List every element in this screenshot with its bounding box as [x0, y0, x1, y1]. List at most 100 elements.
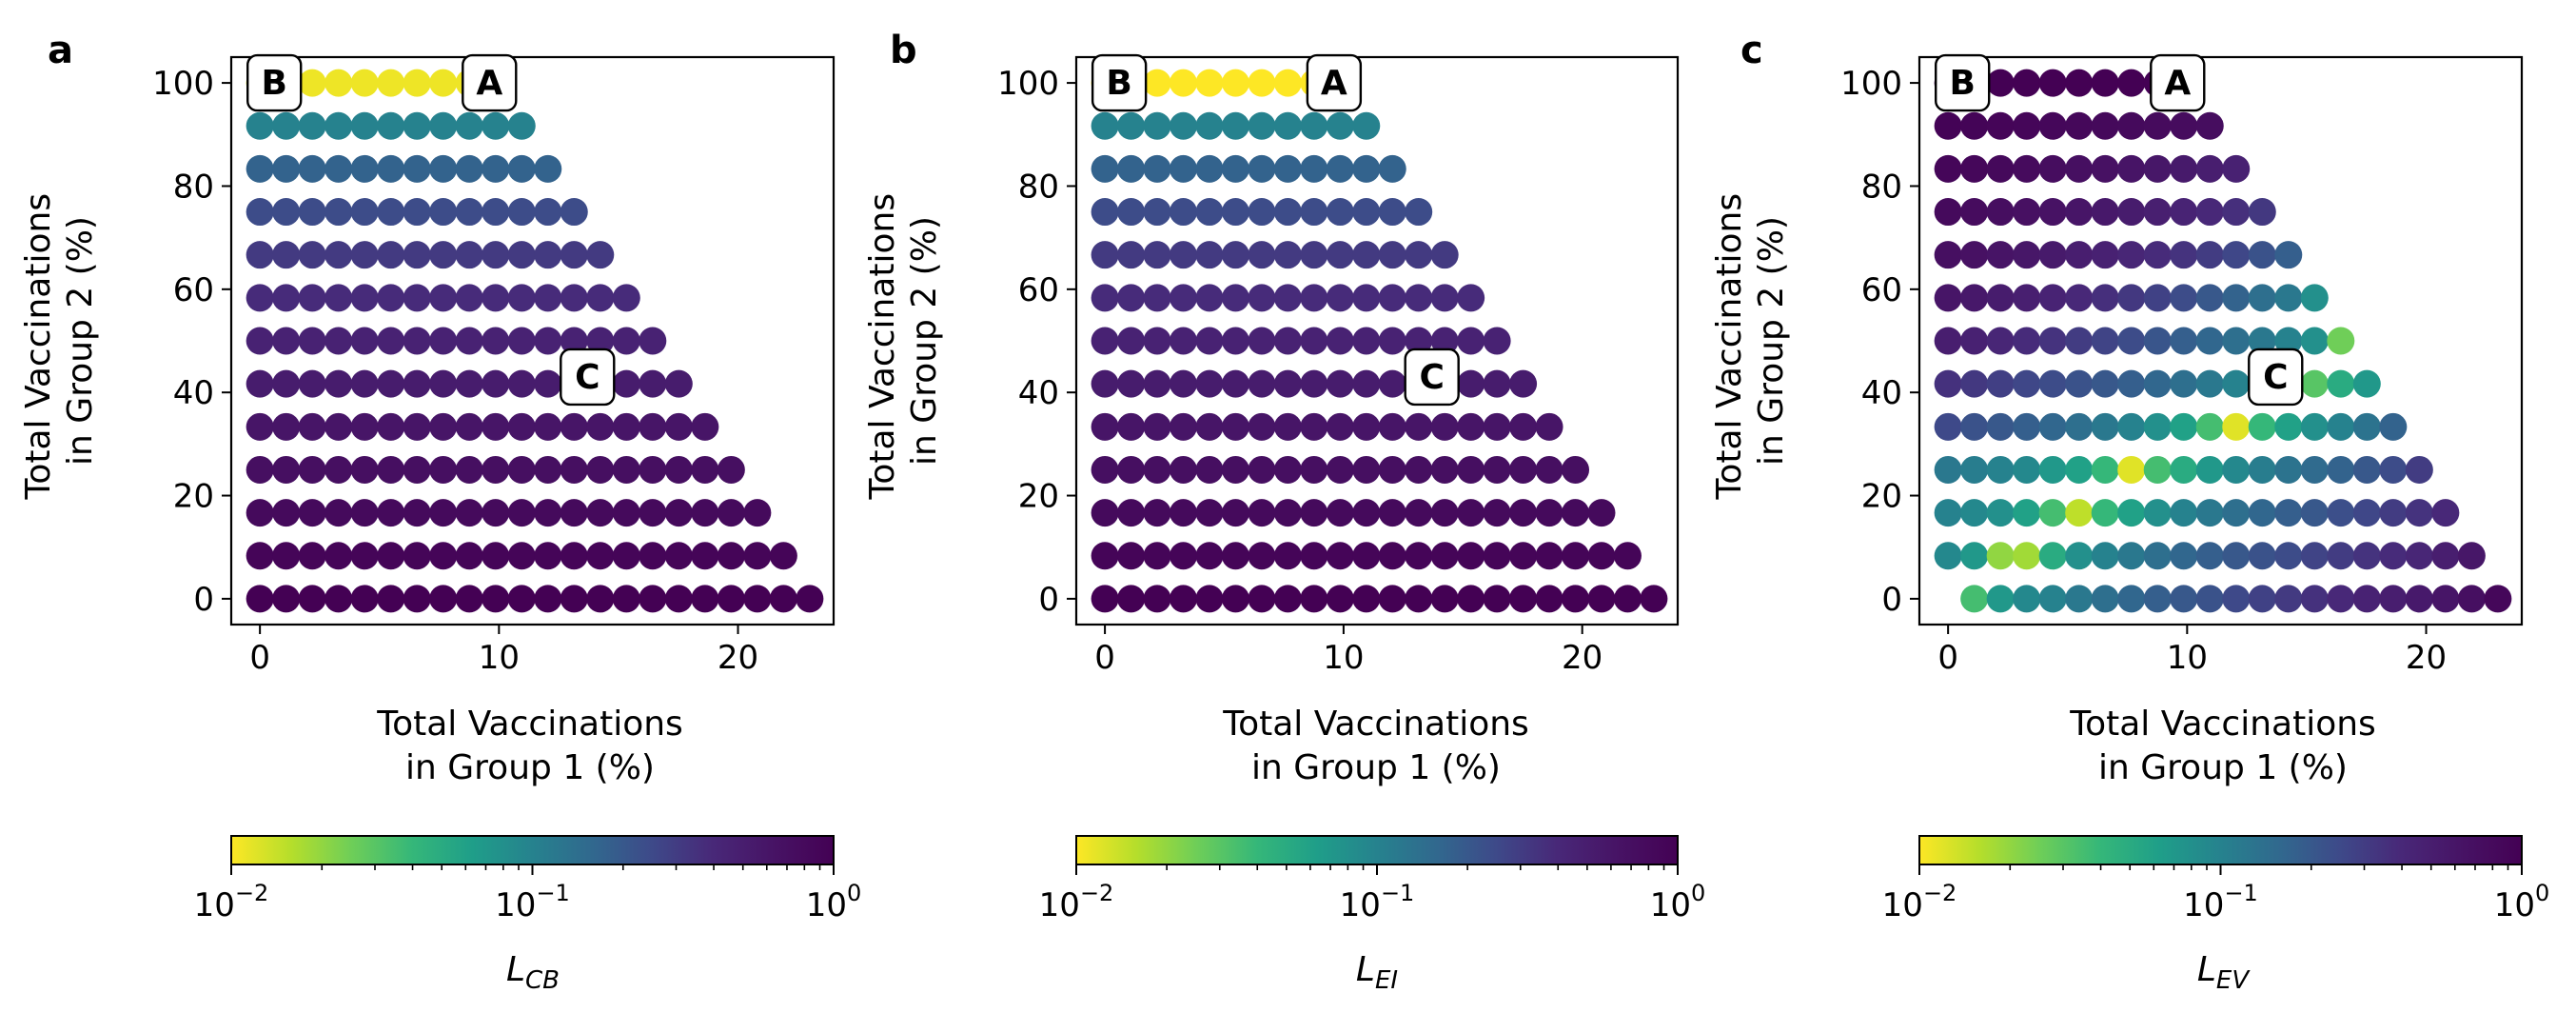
- colorbar-tick-label-a-2: 100: [806, 880, 862, 924]
- data-point-c-r1-c11: [2222, 542, 2251, 570]
- data-point-b-r7-c5: [1221, 284, 1249, 312]
- y-tick-label-a-1: 20: [173, 478, 214, 516]
- data-point-c-r2-c9: [2170, 499, 2198, 527]
- data-point-c-r3-c12: [2248, 455, 2276, 484]
- colorbar-gradient-a: [230, 835, 835, 865]
- data-point-b-r4-c2: [1143, 412, 1171, 441]
- data-point-b-r3-c13: [1430, 455, 1459, 484]
- marker-label-b-C: C: [1419, 358, 1444, 397]
- data-point-c-r0-c7: [2117, 585, 2146, 613]
- data-point-c-r7-c7: [2117, 284, 2146, 312]
- data-point-c-r6-c11: [2222, 327, 2251, 355]
- plot-area-a: 0 10 20 0 20 40 60 80 100 A B C: [152, 53, 836, 677]
- colorbar-tick-exp-a-1: −1: [536, 880, 569, 906]
- colorbar-c: 10−2 10−1 100: [1882, 835, 2549, 924]
- data-point-b-r3-c9: [1326, 455, 1354, 484]
- data-point-a-r12-c2: [298, 69, 326, 97]
- data-point-c-r7-c11: [2222, 284, 2251, 312]
- data-point-b-r5-c11: [1378, 369, 1406, 398]
- data-point-a-r0-c13: [586, 585, 615, 613]
- data-point-a-r6-c1: [272, 327, 301, 355]
- data-point-a-r7-c12: [560, 284, 588, 312]
- data-point-c-r4-c10: [2195, 412, 2224, 441]
- data-point-c-r2-c8: [2143, 499, 2172, 527]
- data-point-c-r7-c0: [1934, 284, 1962, 312]
- data-point-c-r8-c3: [2013, 241, 2041, 269]
- data-point-b-r0-c15: [1483, 585, 1511, 613]
- data-point-b-r3-c1: [1117, 455, 1146, 484]
- data-point-a-r10-c9: [482, 154, 510, 183]
- colorbar-label-sub-a: CB: [525, 966, 560, 995]
- data-point-c-r1-c15: [2327, 542, 2355, 570]
- data-point-c-r2-c1: [1960, 499, 1989, 527]
- data-point-a-r3-c10: [507, 455, 536, 484]
- data-point-c-r11-c10: [2195, 111, 2224, 140]
- data-point-b-r0-c21: [1640, 585, 1668, 613]
- data-point-c-r1-c17: [2379, 542, 2408, 570]
- data-point-b-r4-c6: [1248, 412, 1276, 441]
- x-axis-label-line1-c: Total Vaccinations: [2069, 705, 2376, 744]
- data-point-b-r1-c9: [1326, 542, 1354, 570]
- data-point-b-r2-c4: [1195, 499, 1224, 527]
- plot-area-c: 0 10 20 0 20 40 60 80 100 A B C: [1840, 53, 2524, 677]
- data-point-a-r7-c7: [429, 284, 458, 312]
- data-point-c-r1-c12: [2248, 542, 2276, 570]
- data-point-a-r3-c2: [298, 455, 326, 484]
- marker-box-b-A: [1306, 53, 1363, 112]
- data-point-c-r3-c7: [2117, 455, 2146, 484]
- data-point-b-r0-c10: [1352, 585, 1381, 613]
- data-point-b-r3-c15: [1483, 455, 1511, 484]
- data-point-b-r5-c8: [1300, 369, 1328, 398]
- data-point-b-r7-c9: [1326, 284, 1354, 312]
- data-point-b-r8-c11: [1378, 241, 1406, 269]
- data-point-a-r5-c0: [246, 369, 274, 398]
- data-point-b-r1-c14: [1457, 542, 1485, 570]
- x-tick-label-a-2: 20: [718, 639, 758, 677]
- data-point-b-r6-c10: [1352, 327, 1381, 355]
- data-point-c-r5-c8: [2143, 369, 2172, 398]
- data-point-a-r7-c4: [350, 284, 379, 312]
- data-point-c-r7-c3: [2013, 284, 2041, 312]
- data-point-c-r9-c0: [1934, 198, 1962, 227]
- data-point-a-r9-c1: [272, 198, 301, 227]
- data-point-c-r2-c16: [2352, 499, 2381, 527]
- data-point-b-r0-c18: [1562, 585, 1590, 613]
- data-point-c-r0-c19: [2431, 585, 2460, 613]
- colorbar-tick-exp-a-2: 0: [847, 880, 861, 906]
- data-point-b-r2-c1: [1117, 499, 1146, 527]
- data-point-b-r6-c8: [1300, 327, 1328, 355]
- data-point-a-r4-c15: [639, 412, 667, 441]
- data-point-b-r11-c7: [1273, 111, 1302, 140]
- data-point-a-r8-c2: [298, 241, 326, 269]
- data-point-c-r1-c8: [2143, 542, 2172, 570]
- data-point-b-r9-c12: [1405, 198, 1433, 227]
- data-point-b-r12-c7: [1273, 69, 1302, 97]
- data-point-b-r3-c7: [1273, 455, 1302, 484]
- data-point-a-r3-c14: [612, 455, 640, 484]
- data-point-c-r6-c13: [2274, 327, 2303, 355]
- data-point-b-r0-c14: [1457, 585, 1485, 613]
- data-point-a-r6-c10: [507, 327, 536, 355]
- y-tick-label-a-4: 80: [173, 168, 214, 206]
- data-point-b-r0-c6: [1248, 585, 1276, 613]
- data-point-b-r4-c9: [1326, 412, 1354, 441]
- data-point-a-r0-c0: [246, 585, 274, 613]
- data-point-b-r8-c2: [1143, 241, 1171, 269]
- data-point-a-r6-c0: [246, 327, 274, 355]
- data-point-b-r4-c17: [1535, 412, 1563, 441]
- data-point-c-r6-c15: [2327, 327, 2355, 355]
- data-point-c-r1-c3: [2013, 542, 2041, 570]
- marker-label-a-A: A: [476, 64, 502, 103]
- data-point-a-r0-c5: [377, 585, 405, 613]
- data-point-a-r3-c7: [429, 455, 458, 484]
- data-point-b-r8-c5: [1221, 241, 1249, 269]
- data-point-c-r9-c1: [1960, 198, 1989, 227]
- x-axis-label-line1-b: Total Vaccinations: [1222, 705, 1529, 744]
- data-point-a-r11-c4: [350, 111, 379, 140]
- data-point-c-r4-c0: [1934, 412, 1962, 441]
- data-point-a-r5-c2: [298, 369, 326, 398]
- data-point-a-r10-c3: [324, 154, 353, 183]
- data-point-a-r0-c8: [455, 585, 483, 613]
